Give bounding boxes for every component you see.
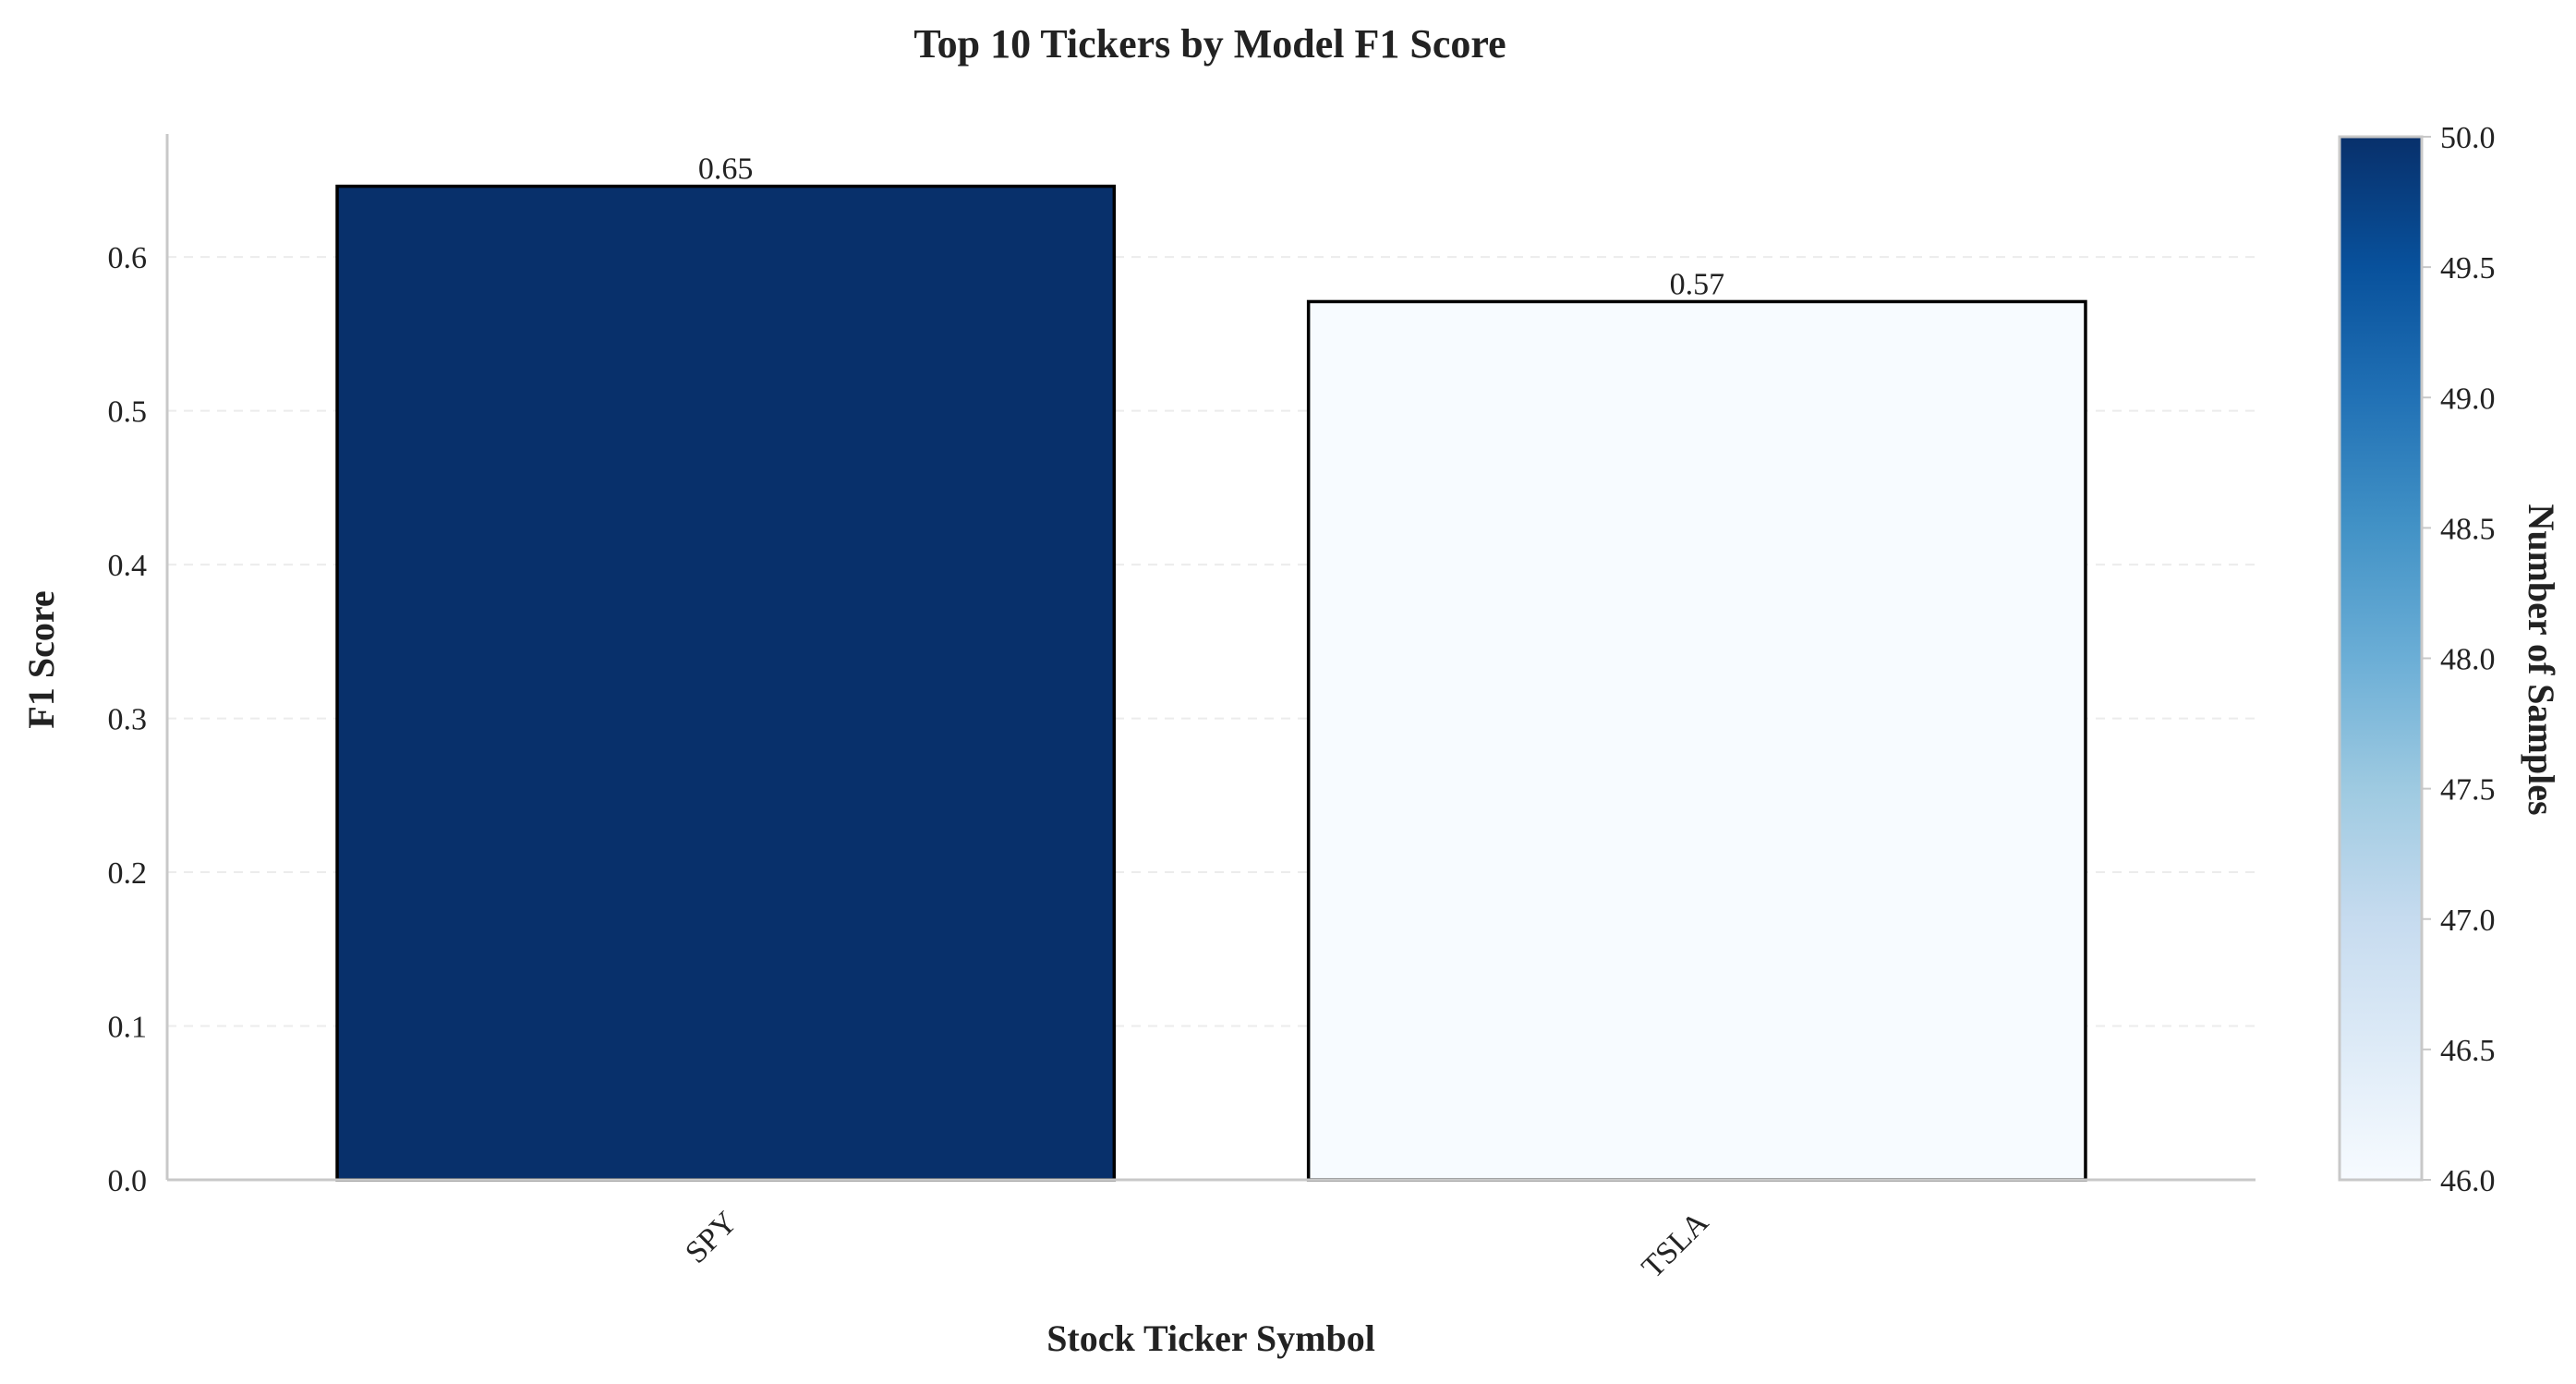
colorbar: 46.0 46.5 47.0 47.5 48.0 48.5 49.0 49.5 50.0 Num… — [2338, 121, 2562, 1198]
colorbar-tick-label: 48.0 — [2440, 643, 2496, 677]
colorbar-tick-label: 48.5 — [2440, 512, 2496, 546]
bar-value-label: 0.57 — [1670, 267, 1725, 301]
bar-tsla — [1306, 299, 2087, 1182]
x-tick-labels: SPY TSLA — [679, 1205, 1715, 1285]
colorbar-tick-label: 46.0 — [2440, 1164, 2496, 1198]
colorbar-gradient — [2338, 135, 2424, 1182]
y-tick-label: 0.4 — [108, 549, 148, 583]
colorbar-tick-label: 46.5 — [2440, 1034, 2496, 1068]
chart-title: Top 10 Tickers by Model F1 Score — [913, 21, 1506, 67]
colorbar-tick-labels: 46.0 46.5 47.0 47.5 48.0 48.5 49.0 49.5 50.0 — [2422, 121, 2496, 1198]
bar-spy — [335, 184, 1117, 1182]
y-tick-label: 0.2 — [108, 856, 148, 891]
y-tick-label: 0.3 — [108, 703, 148, 737]
x-axis-label: Stock Ticker Symbol — [1046, 1317, 1375, 1359]
x-tick-label: SPY — [679, 1205, 744, 1269]
y-tick-label: 0.0 — [108, 1164, 148, 1198]
colorbar-tick-label: 50.0 — [2440, 121, 2496, 155]
bars — [335, 184, 2087, 1182]
data-labels: 0.65 0.57 — [698, 152, 1724, 302]
y-tick-label: 0.6 — [108, 241, 148, 275]
colorbar-tick-label: 47.5 — [2440, 773, 2496, 807]
bar-value-label: 0.65 — [698, 152, 754, 187]
y-tick-labels: 0.0 0.1 0.2 0.3 0.4 0.5 0.6 — [108, 241, 148, 1198]
colorbar-tick-label: 49.0 — [2440, 382, 2496, 416]
y-axis-label: F1 Score — [20, 590, 62, 728]
colorbar-tick-label: 49.5 — [2440, 251, 2496, 285]
colorbar-label: Number of Samples — [2521, 504, 2562, 815]
x-tick-label: TSLA — [1636, 1205, 1716, 1285]
y-tick-label: 0.5 — [108, 395, 148, 430]
colorbar-tick-label: 47.0 — [2440, 904, 2496, 938]
y-tick-label: 0.1 — [108, 1011, 148, 1045]
